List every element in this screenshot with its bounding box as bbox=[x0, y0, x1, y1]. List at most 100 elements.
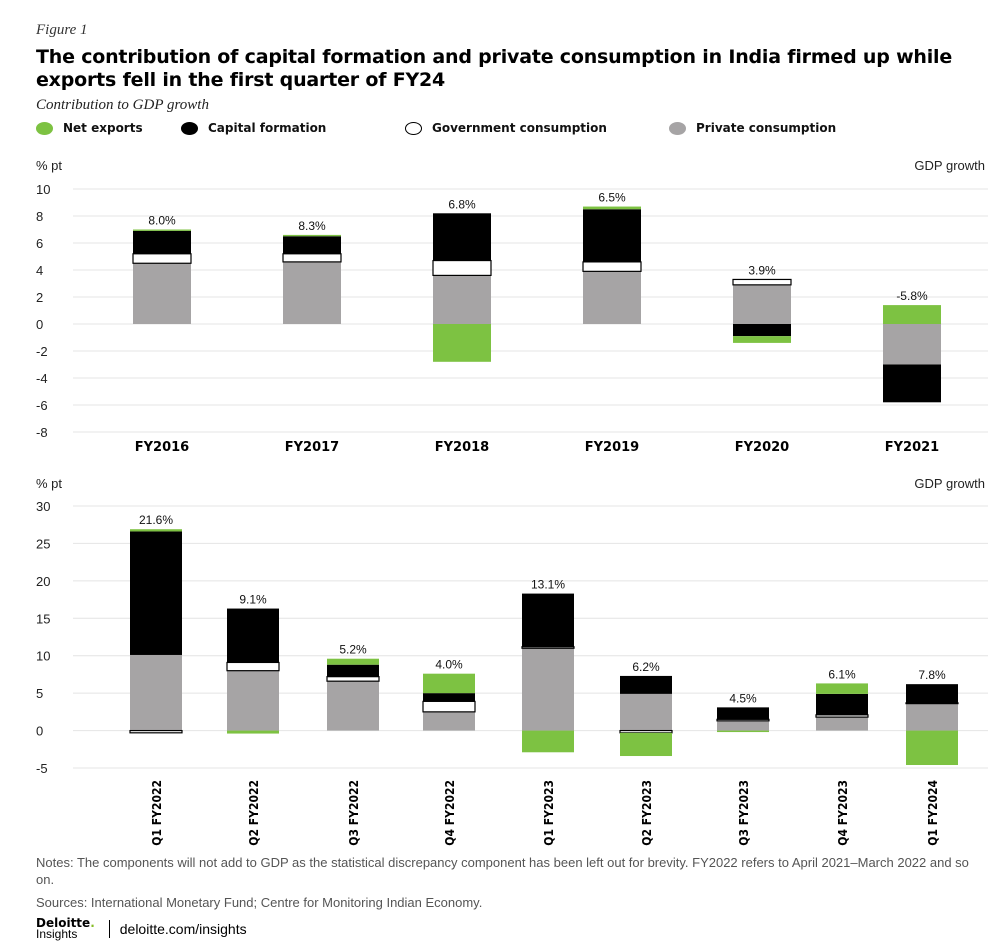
brand-sub: Insights bbox=[36, 927, 78, 941]
bar-segment-government-consumption-q2-fy2023 bbox=[619, 729, 673, 734]
legend-label-capital-formation: Capital formation bbox=[208, 121, 327, 135]
legend-swatch-private-consumption bbox=[669, 121, 686, 135]
right-label-annual: GDP growth bbox=[914, 158, 985, 173]
bar-segment-private-consumption-q2-fy2023 bbox=[620, 693, 672, 731]
growth-label-fy2018: 6.8% bbox=[448, 197, 476, 211]
bar-segment-government-consumption-q1-fy2024 bbox=[905, 702, 959, 705]
legend-item-government-consumption: Government consumption bbox=[405, 121, 669, 135]
bar-segment-private-consumption-fy2018 bbox=[433, 275, 491, 324]
bar-segment-net-exports-fy2018 bbox=[433, 324, 491, 362]
growth-label-q3-fy2022: 5.2% bbox=[339, 643, 367, 657]
y-tick-label-quarterly-20: 20 bbox=[36, 574, 50, 589]
chart-title: The contribution of capital formation an… bbox=[36, 46, 953, 91]
bar-segment-capital-formation-fy2020 bbox=[733, 324, 791, 337]
bar-segment-private-consumption-fy2020 bbox=[733, 284, 791, 324]
bar-segment-government-consumption-q1-fy2022 bbox=[129, 729, 183, 734]
bar-segment-government-consumption-fy2020 bbox=[732, 278, 792, 286]
legend-label-net-exports: Net exports bbox=[63, 121, 143, 135]
bar-segment-net-exports-q4-fy2022 bbox=[423, 673, 475, 694]
brand-name: Deloitte. bbox=[36, 916, 95, 930]
growth-label-q1-fy2023: 13.1% bbox=[531, 578, 565, 592]
bar-segment-capital-formation-q4-fy2022 bbox=[423, 693, 475, 702]
y-tick-label-annual-0: 0 bbox=[36, 317, 43, 332]
bar-segment-capital-formation-fy2019 bbox=[583, 209, 641, 262]
category-label-fy2017: FY2017 bbox=[285, 440, 339, 455]
bar-segment-capital-formation-q1-fy2024 bbox=[906, 684, 958, 703]
growth-label-q1-fy2024: 7.8% bbox=[918, 668, 946, 682]
legend-swatch-net-exports bbox=[36, 121, 53, 135]
bar-segment-government-consumption-q2-fy2022 bbox=[226, 661, 280, 672]
legend-label-government-consumption: Government consumption bbox=[432, 121, 607, 135]
bar-segment-private-consumption-q1-fy2022 bbox=[130, 654, 182, 731]
bar-segment-private-consumption-q3-fy2023 bbox=[717, 720, 769, 731]
bar-segment-private-consumption-fy2017 bbox=[283, 261, 341, 324]
bar-segment-private-consumption-fy2019 bbox=[583, 271, 641, 324]
y-tick-label-annual-10: 10 bbox=[36, 182, 50, 197]
y-tick-label-quarterly-30: 30 bbox=[36, 499, 50, 514]
category-label-fy2018: FY2018 bbox=[435, 440, 489, 455]
y-tick-label-quarterly-5: 5 bbox=[36, 686, 43, 701]
y-tick-label-annual--4: -4 bbox=[36, 371, 48, 386]
legend-swatch-capital-formation bbox=[181, 121, 198, 135]
growth-label-fy2017: 8.3% bbox=[298, 219, 326, 233]
growth-label-q4-fy2022: 4.0% bbox=[435, 658, 463, 672]
category-label-q4-fy2022: Q4 FY2022 bbox=[443, 780, 457, 846]
growth-label-fy2021: -5.8% bbox=[896, 289, 928, 303]
bar-segment-government-consumption-q4-fy2022 bbox=[422, 700, 476, 713]
growth-label-fy2016: 8.0% bbox=[148, 214, 176, 228]
category-label-q4-fy2023: Q4 FY2023 bbox=[836, 780, 850, 846]
bar-segment-net-exports-q3-fy2022 bbox=[327, 658, 379, 665]
category-label-q3-fy2023: Q3 FY2023 bbox=[737, 780, 751, 846]
bar-segment-government-consumption-q1-fy2023 bbox=[521, 646, 575, 649]
category-label-fy2021: FY2021 bbox=[885, 440, 939, 455]
growth-label-q3-fy2023: 4.5% bbox=[729, 691, 757, 705]
bar-segment-government-consumption-fy2016 bbox=[132, 253, 192, 264]
bar-segment-net-exports-q1-fy2024 bbox=[906, 730, 958, 766]
bar-segment-net-exports-fy2016 bbox=[133, 229, 191, 231]
bar-segment-net-exports-q1-fy2023 bbox=[522, 730, 574, 753]
bar-segment-government-consumption-q4-fy2023 bbox=[815, 714, 869, 718]
bar-segment-net-exports-fy2021 bbox=[883, 305, 941, 324]
bar-segment-net-exports-fy2019 bbox=[583, 206, 641, 210]
footer-divider bbox=[108, 920, 110, 938]
bar-segment-capital-formation-q2-fy2022 bbox=[227, 608, 279, 663]
bar-segment-government-consumption-q3-fy2023 bbox=[716, 718, 770, 722]
bar-segment-capital-formation-q1-fy2022 bbox=[130, 531, 182, 655]
legend: Net exports Capital formation Government… bbox=[36, 121, 836, 135]
bar-segment-capital-formation-fy2017 bbox=[283, 236, 341, 254]
y-tick-label-quarterly-10: 10 bbox=[36, 649, 50, 664]
legend-swatch-government-consumption bbox=[405, 121, 422, 135]
bar-segment-government-consumption-q3-fy2022 bbox=[326, 676, 380, 682]
bar-segment-capital-formation-fy2018 bbox=[433, 213, 491, 261]
category-label-fy2016: FY2016 bbox=[135, 440, 189, 455]
sources: Sources: International Monetary Fund; Ce… bbox=[36, 895, 483, 910]
y-tick-label-annual--2: -2 bbox=[36, 344, 48, 359]
chart-subtitle: Contribution to GDP growth bbox=[36, 97, 209, 113]
legend-item-private-consumption: Private consumption bbox=[669, 121, 836, 135]
growth-label-fy2020: 3.9% bbox=[748, 263, 776, 277]
bar-segment-net-exports-fy2017 bbox=[283, 234, 341, 237]
y-tick-label-annual-2: 2 bbox=[36, 290, 43, 305]
bar-segment-government-consumption-fy2018 bbox=[432, 259, 492, 276]
legend-label-private-consumption: Private consumption bbox=[696, 121, 837, 135]
y-tick-label-quarterly--5: -5 bbox=[36, 761, 48, 776]
figure-label: Figure 1 bbox=[36, 22, 88, 38]
y-tick-label-annual-8: 8 bbox=[36, 209, 43, 224]
growth-label-fy2019: 6.5% bbox=[598, 191, 626, 205]
bar-segment-capital-formation-q2-fy2023 bbox=[620, 675, 672, 694]
bar-segment-government-consumption-fy2017 bbox=[282, 253, 342, 263]
bar-segment-net-exports-q1-fy2022 bbox=[130, 529, 182, 532]
bar-segment-capital-formation-q3-fy2023 bbox=[717, 707, 769, 720]
y-tick-label-annual--8: -8 bbox=[36, 425, 48, 440]
bar-segment-private-consumption-fy2021 bbox=[883, 324, 941, 365]
deloitte-insights-logo: Deloitte. Insights bbox=[36, 916, 95, 941]
growth-label-q2-fy2023: 6.2% bbox=[632, 660, 660, 674]
bar-segment-capital-formation-q1-fy2023 bbox=[522, 593, 574, 647]
bar-segment-net-exports-q2-fy2023 bbox=[620, 732, 672, 757]
bar-segment-capital-formation-fy2021 bbox=[883, 364, 941, 403]
y-tick-label-annual--6: -6 bbox=[36, 398, 48, 413]
category-label-q2-fy2022: Q2 FY2022 bbox=[247, 780, 261, 846]
bar-segment-private-consumption-q2-fy2022 bbox=[227, 670, 279, 731]
category-label-q3-fy2022: Q3 FY2022 bbox=[347, 780, 361, 846]
